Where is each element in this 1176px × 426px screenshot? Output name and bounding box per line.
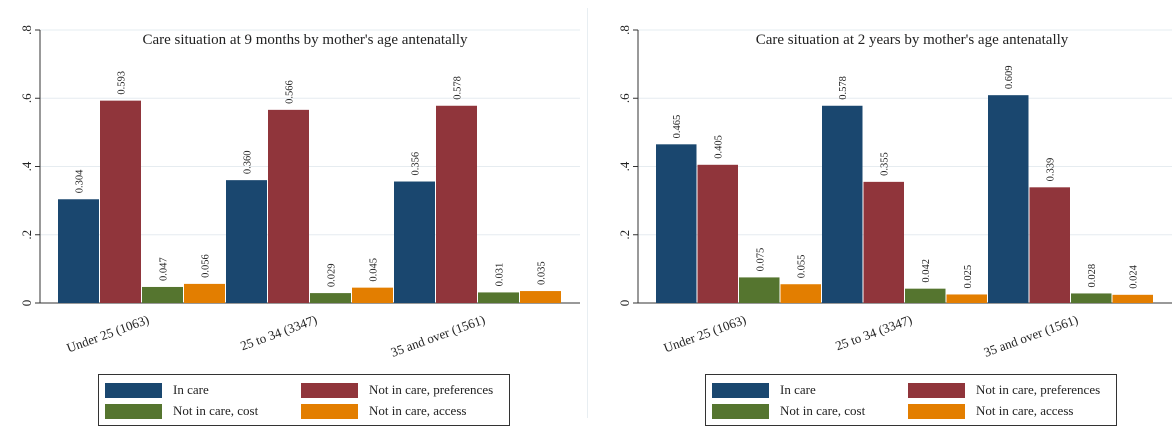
chart-svg-9-months: Care situation at 9 months by mother's a… bbox=[19, 25, 580, 360]
data-label: 0.075 bbox=[755, 248, 766, 272]
bar bbox=[58, 199, 99, 303]
data-label: 0.055 bbox=[797, 255, 808, 279]
legend-item-cost: Not in care, cost bbox=[712, 403, 865, 419]
y-tick-label: .4 bbox=[617, 161, 632, 171]
data-label: 0.593 bbox=[117, 71, 128, 95]
legend-item-access: Not in care, access bbox=[301, 403, 466, 419]
y-tick-label: .2 bbox=[617, 230, 632, 240]
bar bbox=[905, 288, 946, 303]
data-label: 0.578 bbox=[453, 76, 464, 100]
chart-title: Care situation at 2 years by mother's ag… bbox=[756, 32, 1069, 48]
bar bbox=[697, 164, 738, 303]
legend-label: Not in care, cost bbox=[173, 403, 259, 418]
y-tick-label: .6 bbox=[19, 93, 34, 103]
legend-swatch bbox=[908, 382, 965, 398]
bar bbox=[988, 95, 1029, 304]
chart-svg-2-years: Care situation at 2 years by mother's ag… bbox=[617, 25, 1172, 360]
data-label: 0.024 bbox=[1129, 264, 1140, 288]
chart-panel-2-years: Care situation at 2 years by mother's ag… bbox=[588, 0, 1176, 426]
bar bbox=[226, 180, 267, 303]
bar bbox=[656, 144, 697, 303]
legend-item-preferences: Not in care, preferences bbox=[908, 382, 1100, 398]
data-label: 0.578 bbox=[838, 76, 849, 100]
y-tick-label: 0 bbox=[617, 300, 632, 307]
legend: In care Not in care, preferences Not in … bbox=[705, 374, 1117, 426]
legend-item-cost: Not in care, cost bbox=[105, 403, 258, 419]
data-label: 0.304 bbox=[75, 169, 86, 193]
y-tick-label: .6 bbox=[617, 93, 632, 103]
y-tick-label: .8 bbox=[19, 25, 34, 35]
bar bbox=[1029, 187, 1070, 303]
legend-swatch bbox=[105, 403, 162, 419]
legend-item-in-care: In care bbox=[105, 382, 209, 398]
data-label: 0.035 bbox=[537, 261, 548, 285]
legend-swatch bbox=[712, 382, 769, 398]
bar bbox=[946, 294, 987, 303]
bar bbox=[822, 105, 863, 303]
data-label: 0.045 bbox=[369, 258, 380, 282]
data-label: 0.031 bbox=[495, 263, 506, 287]
bar bbox=[1112, 294, 1153, 303]
legend-label: Not in care, access bbox=[976, 403, 1074, 418]
bar bbox=[1071, 293, 1112, 303]
chart-panel-9-months: Care situation at 9 months by mother's a… bbox=[0, 0, 588, 426]
legend-swatch bbox=[712, 403, 769, 419]
data-label: 0.355 bbox=[880, 152, 891, 176]
data-label: 0.025 bbox=[963, 265, 974, 289]
data-label: 0.042 bbox=[921, 259, 932, 283]
legend-item-in-care: In care bbox=[712, 382, 816, 398]
data-label: 0.356 bbox=[411, 152, 422, 176]
bar bbox=[436, 105, 477, 303]
x-category-label: 25 to 34 (3347) bbox=[238, 312, 319, 354]
legend-item-preferences: Not in care, preferences bbox=[301, 382, 493, 398]
bar bbox=[268, 109, 309, 303]
legend-swatch bbox=[301, 403, 358, 419]
bar bbox=[184, 283, 225, 303]
data-label: 0.566 bbox=[285, 80, 296, 104]
x-category-label: Under 25 (1063) bbox=[64, 312, 151, 356]
bar bbox=[142, 286, 183, 303]
y-tick-label: 0 bbox=[19, 300, 34, 307]
data-label: 0.047 bbox=[159, 257, 170, 281]
data-label: 0.056 bbox=[201, 254, 212, 278]
data-label: 0.360 bbox=[243, 151, 254, 175]
legend-label: Not in care, cost bbox=[780, 403, 866, 418]
legend-swatch bbox=[908, 403, 965, 419]
legend-swatch bbox=[105, 382, 162, 398]
data-label: 0.028 bbox=[1087, 264, 1098, 288]
bar bbox=[863, 181, 904, 303]
x-category-label: 35 and over (1561) bbox=[389, 312, 487, 360]
legend-label: In care bbox=[780, 382, 816, 397]
x-category-label: 35 and over (1561) bbox=[982, 312, 1080, 360]
y-tick-label: .2 bbox=[19, 230, 34, 240]
bar bbox=[310, 293, 351, 303]
bar bbox=[100, 100, 141, 303]
data-label: 0.465 bbox=[672, 115, 683, 139]
y-tick-label: .4 bbox=[19, 161, 34, 171]
bar bbox=[780, 284, 821, 303]
legend-label: Not in care, preferences bbox=[369, 382, 494, 397]
x-category-label: 25 to 34 (3347) bbox=[833, 312, 914, 354]
bar bbox=[394, 181, 435, 303]
bar bbox=[739, 277, 780, 303]
chart-title: Care situation at 9 months by mother's a… bbox=[142, 32, 468, 48]
legend-label: In care bbox=[173, 382, 209, 397]
bar bbox=[478, 292, 519, 303]
legend-label: Not in care, access bbox=[369, 403, 467, 418]
data-label: 0.029 bbox=[327, 263, 338, 287]
x-category-label: Under 25 (1063) bbox=[661, 312, 748, 356]
data-label: 0.339 bbox=[1046, 158, 1057, 182]
legend: In care Not in care, preferences Not in … bbox=[98, 374, 510, 426]
data-label: 0.405 bbox=[714, 135, 725, 159]
data-label: 0.609 bbox=[1004, 66, 1015, 90]
panel-divider bbox=[587, 8, 588, 418]
legend-item-access: Not in care, access bbox=[908, 403, 1073, 419]
legend-swatch bbox=[301, 382, 358, 398]
legend-label: Not in care, preferences bbox=[976, 382, 1101, 397]
bar bbox=[520, 291, 561, 303]
bar bbox=[352, 287, 393, 303]
y-tick-label: .8 bbox=[617, 25, 632, 35]
